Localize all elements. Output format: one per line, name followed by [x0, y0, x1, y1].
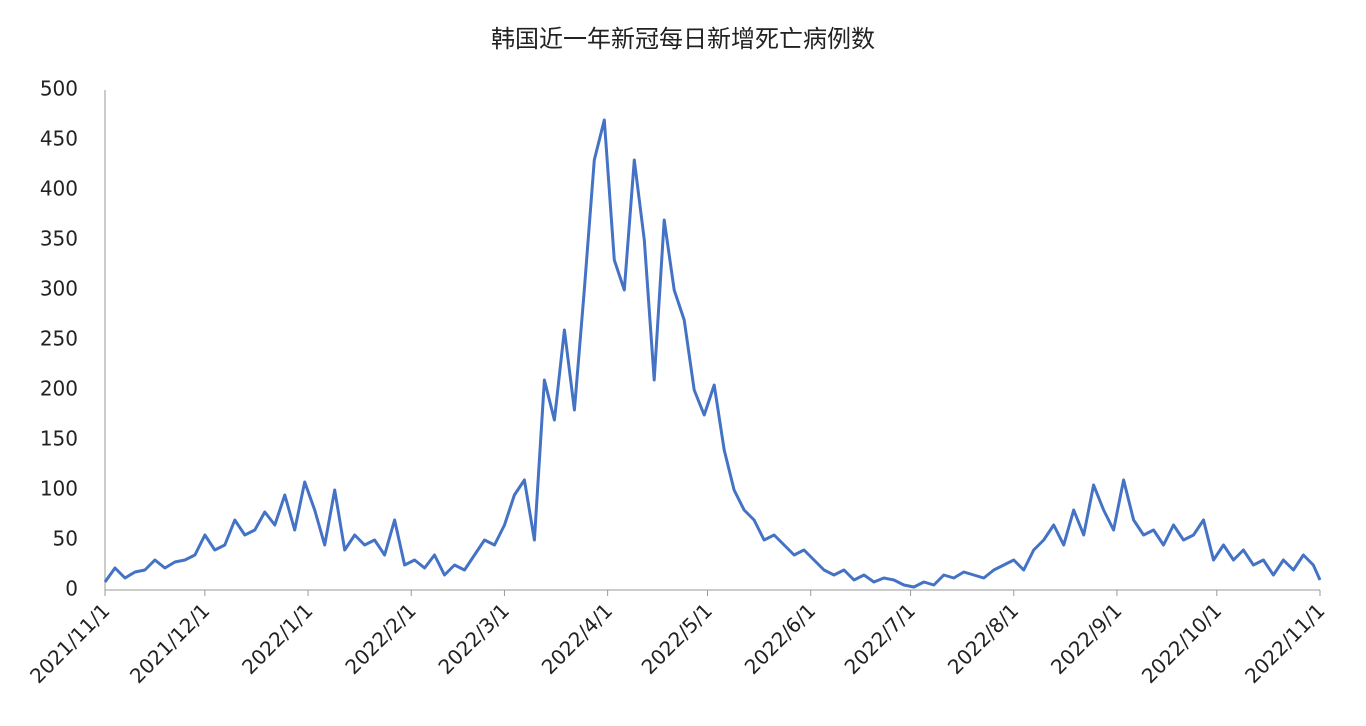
chart-title: 韩国近一年新冠每日新增死亡病例数	[491, 25, 875, 53]
y-tick-label: 500	[40, 77, 78, 101]
y-tick-label: 100	[40, 477, 78, 501]
y-tick-label: 200	[40, 377, 78, 401]
y-tick-label: 0	[65, 577, 78, 601]
y-tick-label: 350	[40, 227, 78, 251]
y-tick-label: 450	[40, 127, 78, 151]
y-tick-label: 400	[40, 177, 78, 201]
y-tick-label: 250	[40, 327, 78, 351]
y-tick-label: 50	[53, 527, 78, 551]
y-tick-label: 150	[40, 427, 78, 451]
data-line	[103, 118, 1322, 589]
y-tick-label: 300	[40, 277, 78, 301]
